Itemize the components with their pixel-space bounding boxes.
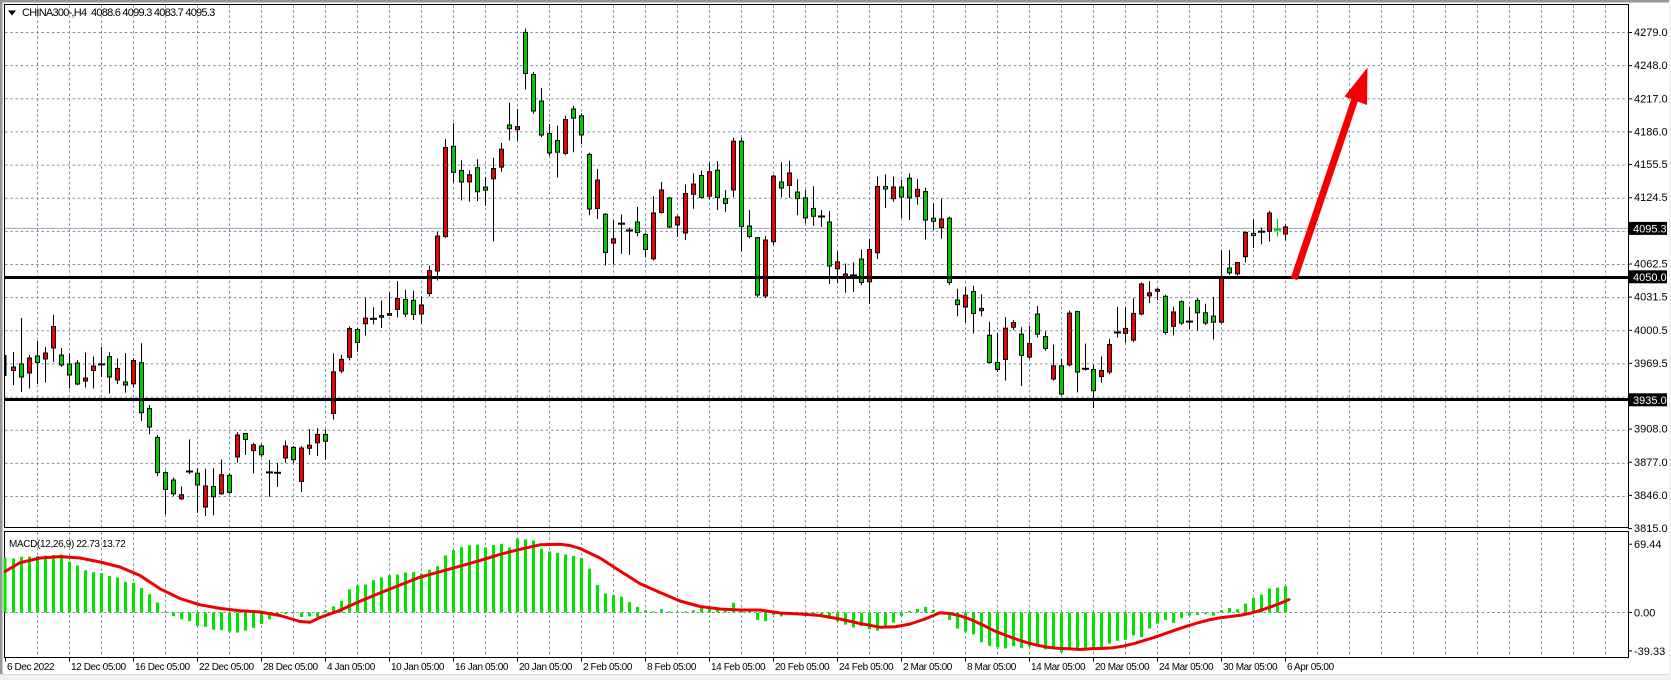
svg-text:20 Jan 05:00: 20 Jan 05:00 [519,662,573,673]
svg-text:4279.0: 4279.0 [1634,27,1668,39]
svg-text:3935.0: 3935.0 [1633,395,1667,407]
svg-text:3969.5: 3969.5 [1634,358,1668,370]
svg-text:-39.33: -39.33 [1634,646,1665,658]
svg-text:CHINA300-,H4 4088.6 4099.3 40: CHINA300-,H4 4088.6 4099.3 4083.7 4095.3 [22,7,215,19]
svg-text:8 Mar 05:00: 8 Mar 05:00 [967,662,1017,673]
svg-text:12 Dec 05:00: 12 Dec 05:00 [71,662,127,673]
svg-text:3846.0: 3846.0 [1634,490,1668,502]
svg-text:2 Mar 05:00: 2 Mar 05:00 [903,662,953,673]
svg-text:2 Feb 05:00: 2 Feb 05:00 [583,662,633,673]
svg-text:24 Mar 05:00: 24 Mar 05:00 [1159,662,1214,673]
svg-text:24 Feb 05:00: 24 Feb 05:00 [839,662,894,673]
svg-text:28 Dec 05:00: 28 Dec 05:00 [263,662,319,673]
svg-text:20 Feb 05:00: 20 Feb 05:00 [775,662,830,673]
svg-text:4248.0: 4248.0 [1634,60,1668,72]
svg-text:14 Mar 05:00: 14 Mar 05:00 [1031,662,1086,673]
svg-text:22 Dec 05:00: 22 Dec 05:00 [199,662,255,673]
svg-text:3908.0: 3908.0 [1634,424,1668,436]
svg-text:4124.5: 4124.5 [1634,192,1668,204]
svg-text:6 Dec 2022: 6 Dec 2022 [7,662,55,673]
svg-text:4186.0: 4186.0 [1634,126,1668,138]
svg-text:16 Dec 05:00: 16 Dec 05:00 [135,662,191,673]
svg-text:4155.5: 4155.5 [1634,159,1668,171]
svg-text:3815.0: 3815.0 [1634,523,1668,535]
svg-text:4217.0: 4217.0 [1634,93,1668,105]
svg-text:14 Feb 05:00: 14 Feb 05:00 [711,662,766,673]
svg-text:MACD(12,26,9) 22.73 13.72: MACD(12,26,9) 22.73 13.72 [9,539,126,550]
svg-text:4062.5: 4062.5 [1634,259,1668,271]
svg-text:4 Jan 05:00: 4 Jan 05:00 [327,662,376,673]
svg-text:20 Mar 05:00: 20 Mar 05:00 [1095,662,1150,673]
svg-text:30 Mar 05:00: 30 Mar 05:00 [1223,662,1278,673]
svg-text:3877.0: 3877.0 [1634,457,1668,469]
svg-text:8 Feb 05:00: 8 Feb 05:00 [647,662,697,673]
svg-text:10 Jan 05:00: 10 Jan 05:00 [391,662,445,673]
svg-text:0.00: 0.00 [1634,608,1655,620]
svg-text:16 Jan 05:00: 16 Jan 05:00 [455,662,509,673]
svg-text:4050.0: 4050.0 [1633,272,1667,284]
svg-text:4000.5: 4000.5 [1634,325,1668,337]
svg-text:4031.5: 4031.5 [1634,292,1668,304]
svg-text:6 Apr 05:00: 6 Apr 05:00 [1287,662,1335,673]
svg-text:4095.3: 4095.3 [1633,224,1667,236]
svg-text:69.44: 69.44 [1634,539,1662,551]
